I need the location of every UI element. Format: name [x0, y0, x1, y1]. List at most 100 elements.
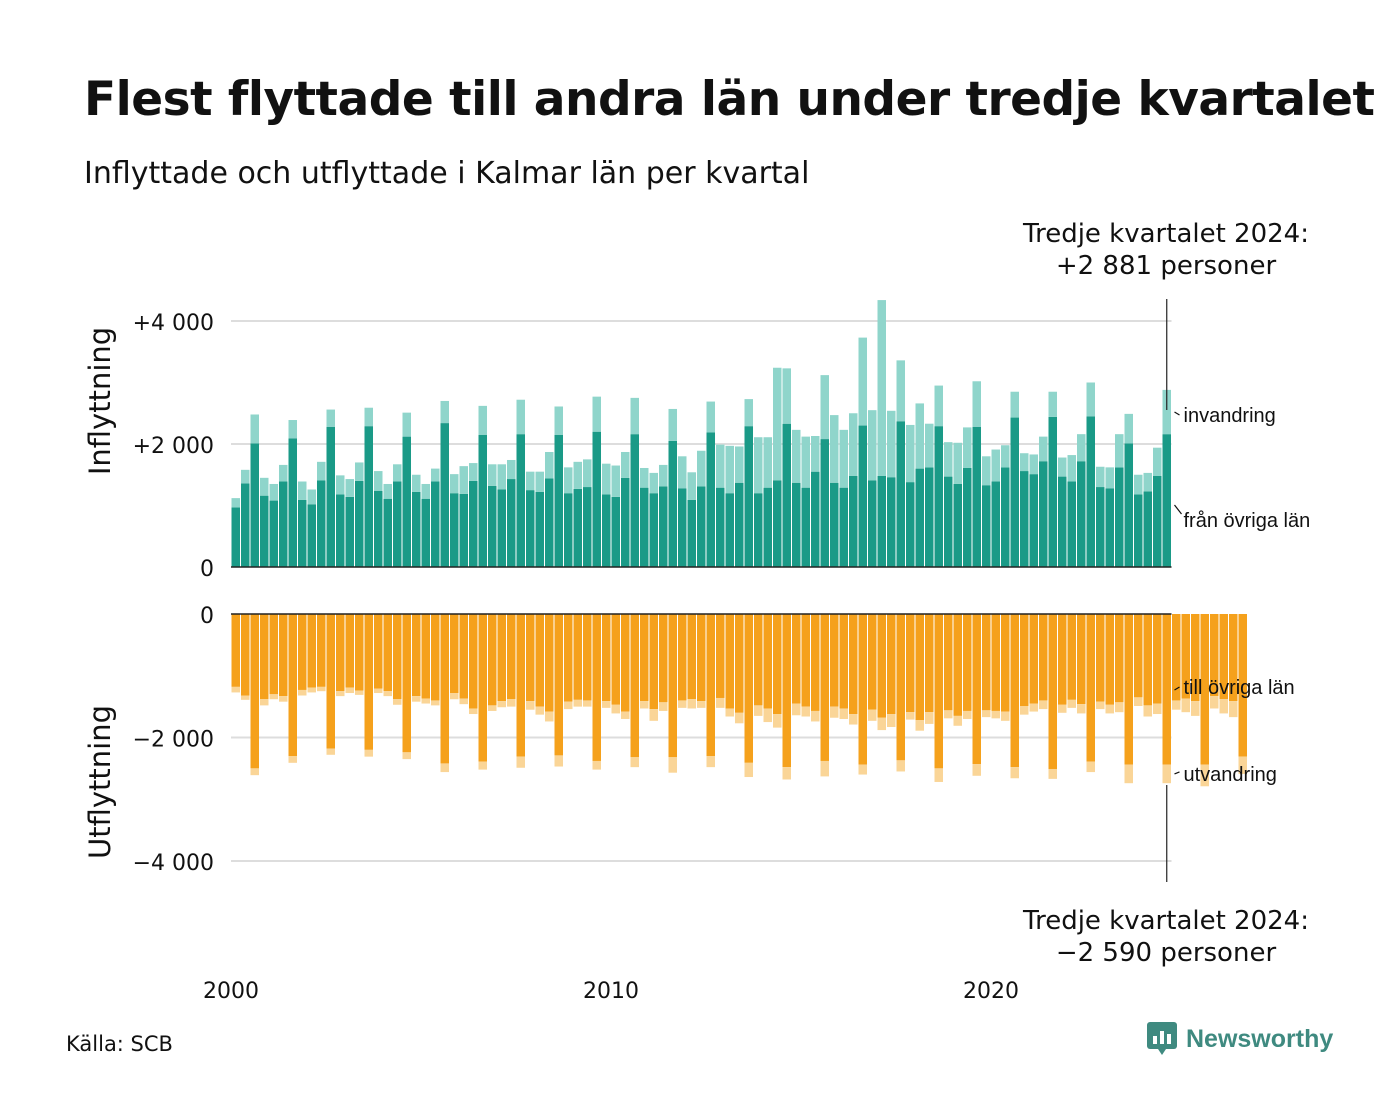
bar-from-other-counties	[421, 498, 430, 567]
bar-emigration	[1162, 764, 1171, 784]
bar-immigration	[326, 409, 335, 427]
callout-top-heading: Tredje kvartalet 2024:	[1022, 219, 1309, 249]
bar-immigration	[583, 459, 592, 488]
bar-emigration	[592, 760, 601, 770]
bar-emigration	[839, 708, 848, 719]
bar-to-other-counties	[1058, 614, 1067, 705]
annotation-leader	[1174, 504, 1182, 515]
bar-immigration	[279, 464, 288, 482]
bar-from-other-counties	[1143, 491, 1152, 567]
bar-immigration	[393, 464, 402, 482]
bar-to-other-counties	[383, 614, 392, 692]
bar-from-other-counties	[488, 485, 497, 567]
bar-immigration	[792, 429, 801, 483]
bar-immigration	[1096, 466, 1105, 488]
bar-from-other-counties	[336, 494, 345, 567]
bar-immigration	[659, 464, 668, 487]
bar-immigration	[1039, 436, 1048, 462]
bar-from-other-counties	[260, 495, 269, 567]
bar-emigration	[630, 757, 639, 768]
bar-from-other-counties	[754, 493, 763, 567]
bar-immigration	[801, 436, 810, 488]
bar-emigration	[1143, 705, 1152, 717]
bar-from-other-counties	[972, 426, 981, 567]
bar-immigration	[934, 385, 943, 427]
bar-immigration	[830, 415, 839, 483]
bar-immigration	[706, 401, 715, 433]
bar-from-other-counties	[982, 485, 991, 567]
bar-from-other-counties	[440, 423, 449, 567]
bar-immigration	[687, 472, 696, 500]
bar-emigration	[573, 699, 582, 707]
bar-emigration	[1210, 696, 1219, 709]
bar-to-other-counties	[991, 614, 1000, 711]
bar-from-other-counties	[630, 434, 639, 567]
bar-from-other-counties	[564, 493, 573, 567]
bar-to-other-counties	[640, 614, 649, 702]
bar-from-other-counties	[431, 481, 440, 567]
x-tick-label: 2020	[963, 979, 1019, 1004]
bar-to-other-counties	[735, 614, 744, 713]
bar-emigration	[1181, 698, 1190, 713]
bar-immigration	[1162, 389, 1171, 435]
bar-to-other-counties	[516, 614, 525, 757]
bar-emigration	[307, 687, 316, 693]
callout-bottom-value: −2 590 personer	[1056, 938, 1277, 968]
bar-to-other-counties	[345, 614, 354, 688]
bar-from-other-counties	[868, 480, 877, 567]
bar-to-other-counties	[896, 614, 905, 761]
bar-emigration	[725, 708, 734, 717]
bar-emigration	[478, 761, 487, 770]
bar-to-other-counties	[1181, 614, 1190, 699]
bar-to-other-counties	[830, 614, 839, 707]
bar-immigration	[811, 436, 820, 472]
bar-immigration	[507, 459, 516, 480]
bar-emigration	[735, 712, 744, 724]
bar-to-other-counties	[649, 614, 658, 710]
bar-emigration	[659, 702, 668, 711]
source-note: Källa: SCB	[66, 1032, 173, 1056]
bar-emigration	[374, 688, 383, 694]
bar-to-other-counties	[1001, 614, 1010, 712]
bar-from-other-counties	[478, 434, 487, 567]
bar-emigration	[915, 720, 924, 731]
bar-to-other-counties	[393, 614, 402, 700]
bar-from-other-counties	[706, 432, 715, 567]
bar-to-other-counties	[621, 614, 630, 712]
bar-immigration	[1058, 457, 1067, 477]
x-tick-label: 2010	[583, 979, 639, 1004]
bar-immigration	[649, 472, 658, 494]
bar-to-other-counties	[953, 614, 962, 716]
bar-from-other-counties	[241, 483, 250, 567]
y-axis-title-bottom: Utflyttning	[83, 705, 117, 859]
bar-to-other-counties	[792, 614, 801, 704]
bar-to-other-counties	[450, 614, 459, 694]
bar-from-other-counties	[782, 423, 791, 567]
bar-from-other-counties	[1086, 416, 1095, 567]
bar-from-other-counties	[1001, 467, 1010, 567]
bar-immigration	[1010, 391, 1019, 418]
bar-from-other-counties	[830, 482, 839, 567]
bar-immigration	[763, 437, 772, 488]
bar-emigration	[906, 712, 915, 720]
bar-to-other-counties	[754, 614, 763, 706]
bar-immigration	[1029, 454, 1038, 475]
annotation-leader	[1174, 411, 1180, 416]
bar-to-other-counties	[801, 614, 810, 707]
bar-emigration	[972, 764, 981, 776]
bar-from-other-counties	[1153, 475, 1162, 567]
bar-emigration	[260, 699, 269, 706]
bar-emigration	[991, 710, 1000, 719]
bar-from-other-counties	[839, 487, 848, 567]
bar-from-other-counties	[364, 426, 373, 567]
bar-emigration	[706, 756, 715, 768]
bar-immigration	[678, 456, 687, 489]
bar-emigration	[1105, 704, 1114, 714]
bar-emigration	[269, 694, 278, 700]
bar-emigration	[1067, 699, 1076, 708]
bar-from-other-counties	[412, 491, 421, 567]
bar-to-other-counties	[849, 614, 858, 715]
bar-to-other-counties	[526, 614, 535, 702]
bar-to-other-counties	[260, 614, 269, 700]
bar-immigration	[241, 469, 250, 484]
